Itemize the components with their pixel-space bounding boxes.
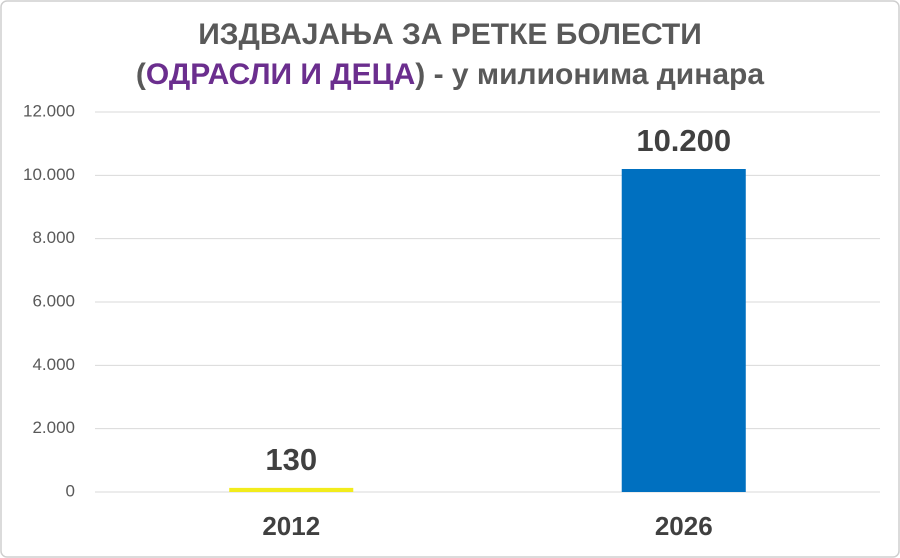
y-tick-label: 12.000 (23, 101, 75, 120)
y-tick-label: 8.000 (32, 228, 75, 247)
value-label: 10.200 (636, 123, 731, 158)
chart-subtitle: (ОДРАСЛИ И ДЕЦА) - у милионима динара (136, 58, 764, 91)
subtitle-part: ОДРАСЛИ И ДЕЦА (146, 58, 415, 91)
y-tick-label: 0 (66, 481, 75, 500)
y-tick-label: 6.000 (32, 291, 75, 310)
subtitle-part: ( (136, 58, 146, 91)
y-tick-label: 4.000 (32, 355, 75, 374)
x-tick-label: 2026 (655, 511, 713, 541)
x-tick-label: 2012 (262, 511, 320, 541)
bar (229, 487, 354, 492)
chart-title: ИЗДВАЈАЊА ЗА РЕТКЕ БОЛЕСТИ (198, 18, 702, 51)
value-label: 130 (265, 442, 317, 477)
bar (621, 169, 746, 492)
y-tick-label: 2.000 (32, 418, 75, 437)
subtitle-part: ) - у милионима динара (415, 58, 764, 91)
y-tick-label: 10.000 (23, 165, 75, 184)
